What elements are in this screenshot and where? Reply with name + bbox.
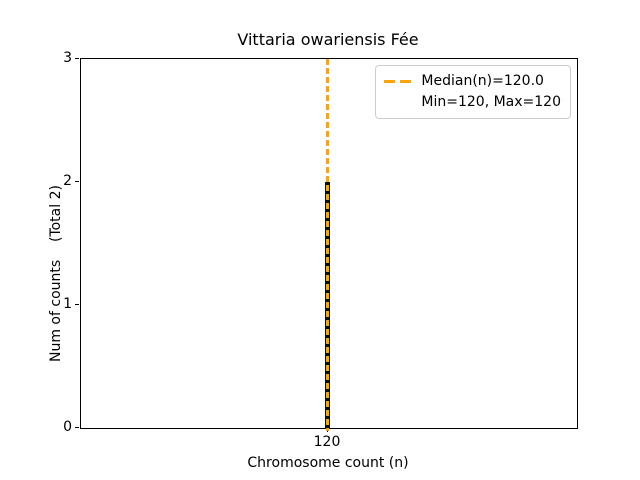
median-dashed-line bbox=[326, 59, 329, 431]
y-tick-mark-0 bbox=[75, 427, 79, 428]
legend-row-median: Median(n)=120.0 bbox=[384, 71, 561, 92]
y-tick-label-1: 1 bbox=[63, 296, 72, 312]
y-axis-label: Num of counts (Total 2) bbox=[48, 185, 64, 362]
y-tick-label-2: 2 bbox=[63, 173, 72, 189]
y-tick-mark-2 bbox=[75, 181, 79, 182]
median-line-swatch-icon bbox=[384, 80, 413, 83]
legend: Median(n)=120.0 Min=120, Max=120 bbox=[375, 65, 571, 119]
legend-row-minmax: Min=120, Max=120 bbox=[384, 92, 561, 113]
legend-minmax-label: Min=120, Max=120 bbox=[421, 94, 561, 110]
x-axis-label: Chromosome count (n) bbox=[247, 455, 409, 471]
legend-median-label: Median(n)=120.0 bbox=[421, 73, 544, 89]
y-tick-label-3: 3 bbox=[63, 50, 72, 66]
chart-title: Vittaria owariensis Fée bbox=[237, 30, 419, 49]
y-tick-mark-3 bbox=[75, 58, 79, 59]
plot-area: Median(n)=120.0 Min=120, Max=120 bbox=[80, 58, 578, 431]
y-tick-mark-1 bbox=[75, 304, 79, 305]
y-tick-label-0: 0 bbox=[63, 419, 72, 435]
x-tick-label-120: 120 bbox=[313, 434, 341, 450]
legend-spacer bbox=[384, 101, 412, 104]
